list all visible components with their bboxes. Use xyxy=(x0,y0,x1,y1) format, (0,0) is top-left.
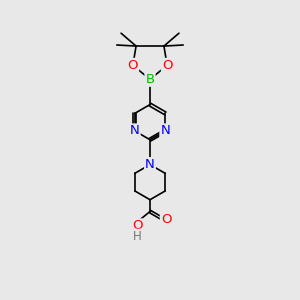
Text: N: N xyxy=(160,124,170,137)
Text: N: N xyxy=(130,124,140,137)
Text: H: H xyxy=(133,230,142,243)
Text: B: B xyxy=(146,73,154,86)
Text: O: O xyxy=(161,213,171,226)
Text: O: O xyxy=(128,59,138,72)
Text: N: N xyxy=(145,158,155,171)
Text: O: O xyxy=(162,59,172,72)
Text: O: O xyxy=(132,219,142,232)
